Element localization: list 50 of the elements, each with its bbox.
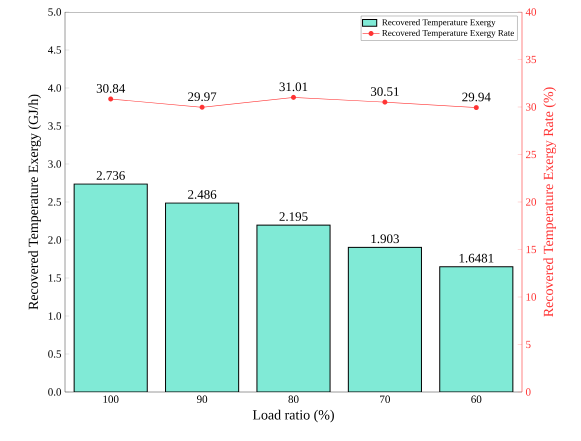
- point: [382, 100, 388, 105]
- y-tick-label: 1.0: [48, 312, 62, 320]
- y2-tick-label: 5: [526, 340, 531, 348]
- data-label: 29.97: [188, 92, 216, 102]
- point: [200, 104, 205, 110]
- y-tick-label: 4.5: [48, 46, 62, 54]
- y-tick-label: 1.5: [48, 274, 62, 282]
- data-label: 2.736: [96, 171, 125, 180]
- y2-tick-label: 10: [526, 293, 536, 301]
- y2-tick-label: 0: [526, 388, 531, 396]
- y-tick-label: 3.5: [48, 122, 62, 130]
- bar: [165, 202, 240, 392]
- x-tick-label: 80: [288, 396, 299, 403]
- data-label: 29.94: [462, 92, 491, 102]
- data-label: 1.903: [371, 234, 399, 244]
- data-label: 1.6481: [460, 254, 494, 263]
- y-tick-label: 3.0: [48, 160, 62, 168]
- point: [474, 105, 479, 110]
- bar: [74, 184, 148, 392]
- bar: [348, 246, 422, 392]
- legend-label: Recovered Temperature Exergy: [382, 18, 496, 28]
- point: [108, 96, 114, 102]
- y-tick-label: 0.5: [48, 350, 62, 358]
- y2-tick-label: 30: [526, 103, 536, 111]
- y2-tick-label: 20: [526, 198, 536, 206]
- x-tick-label: 60: [471, 396, 482, 403]
- bar: [256, 224, 331, 392]
- y-tick-label: 4.0: [48, 84, 62, 92]
- data-label: 31.01: [280, 82, 308, 92]
- data-label: 2.486: [188, 190, 216, 199]
- x-tick-label: 100: [103, 396, 118, 403]
- y-tick-label: 5.0: [48, 8, 62, 16]
- y-tick-label: 0.0: [48, 388, 62, 396]
- y-tick-label: 2.0: [48, 236, 62, 244]
- y2-tick-label: 25: [526, 150, 536, 158]
- x-tick-label: 90: [196, 396, 208, 403]
- legend-label: Recovered Temperature Exergy Rate: [382, 30, 514, 38]
- data-label: 30.84: [96, 84, 126, 93]
- y2-tick-label: 40: [526, 8, 536, 16]
- y-tick-label: 2.5: [48, 198, 62, 206]
- bar: [439, 266, 514, 392]
- y2-tick-label: 15: [526, 246, 536, 254]
- y-axis-title: Recovered Temperature Exergy (GJ/h): [28, 94, 41, 310]
- data-label: 30.51: [370, 87, 399, 96]
- data-label: 2.195: [279, 212, 308, 221]
- x-tick-label: 70: [380, 396, 390, 403]
- point: [291, 94, 296, 100]
- x-axis-title: Load ratio (%): [252, 410, 334, 422]
- y2-axis-title: Recovered Temperature Exergy Rate (%): [543, 87, 556, 317]
- y2-tick-label: 35: [526, 56, 536, 64]
